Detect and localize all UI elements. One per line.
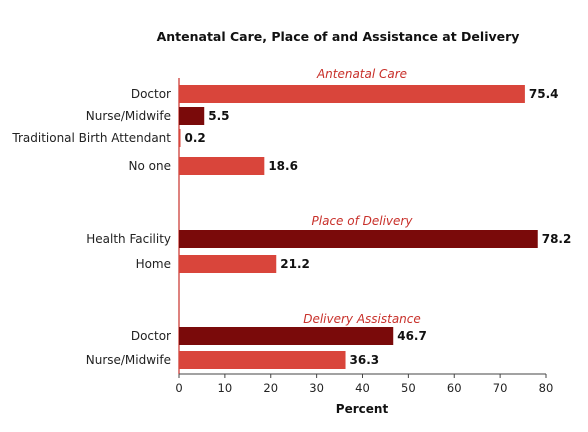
group-label: Delivery Assistance [303, 312, 421, 326]
x-tick-label: 80 [539, 381, 554, 395]
bar [179, 107, 205, 125]
x-tick-label: 40 [355, 381, 370, 395]
data-label: 75.4 [529, 87, 559, 101]
x-tick-label: 0 [175, 381, 182, 395]
category-label: Doctor [131, 329, 171, 343]
bar [179, 230, 538, 248]
data-label: 5.5 [208, 109, 229, 123]
bar [179, 255, 277, 273]
category-label: Health Facility [86, 232, 171, 246]
group-label: Place of Delivery [312, 214, 414, 228]
category-label: Traditional Birth Attendant [11, 131, 171, 145]
plot-area: 0 10 20 30 40 50 60 70 80 Antenatal Care Doctor 75.… [11, 67, 571, 395]
x-tick-label: 30 [309, 381, 324, 395]
x-tick-label: 50 [401, 381, 416, 395]
data-label: 36.3 [350, 353, 380, 367]
bar [179, 129, 181, 147]
category-label: No one [129, 159, 171, 173]
data-label: 21.2 [280, 257, 310, 271]
x-tick-label: 70 [493, 381, 508, 395]
bar [179, 85, 525, 103]
bar [179, 157, 265, 175]
chart-title: Antenatal Care, Place of and Assistance … [157, 29, 520, 44]
x-tick-label: 20 [263, 381, 278, 395]
x-tick-label: 10 [218, 381, 233, 395]
category-label: Nurse/Midwife [86, 353, 171, 367]
data-label: 46.7 [397, 329, 427, 343]
category-label: Doctor [131, 87, 171, 101]
group-label: Antenatal Care [316, 67, 407, 81]
x-axis-label: Percent [336, 402, 389, 416]
bar [179, 327, 394, 345]
data-label: 18.6 [268, 159, 298, 173]
bar [179, 351, 346, 369]
data-label: 0.2 [185, 131, 206, 145]
category-label: Nurse/Midwife [86, 109, 171, 123]
category-label: Home [136, 257, 171, 271]
x-tick-label: 60 [447, 381, 462, 395]
data-label: 78.2 [542, 232, 572, 246]
